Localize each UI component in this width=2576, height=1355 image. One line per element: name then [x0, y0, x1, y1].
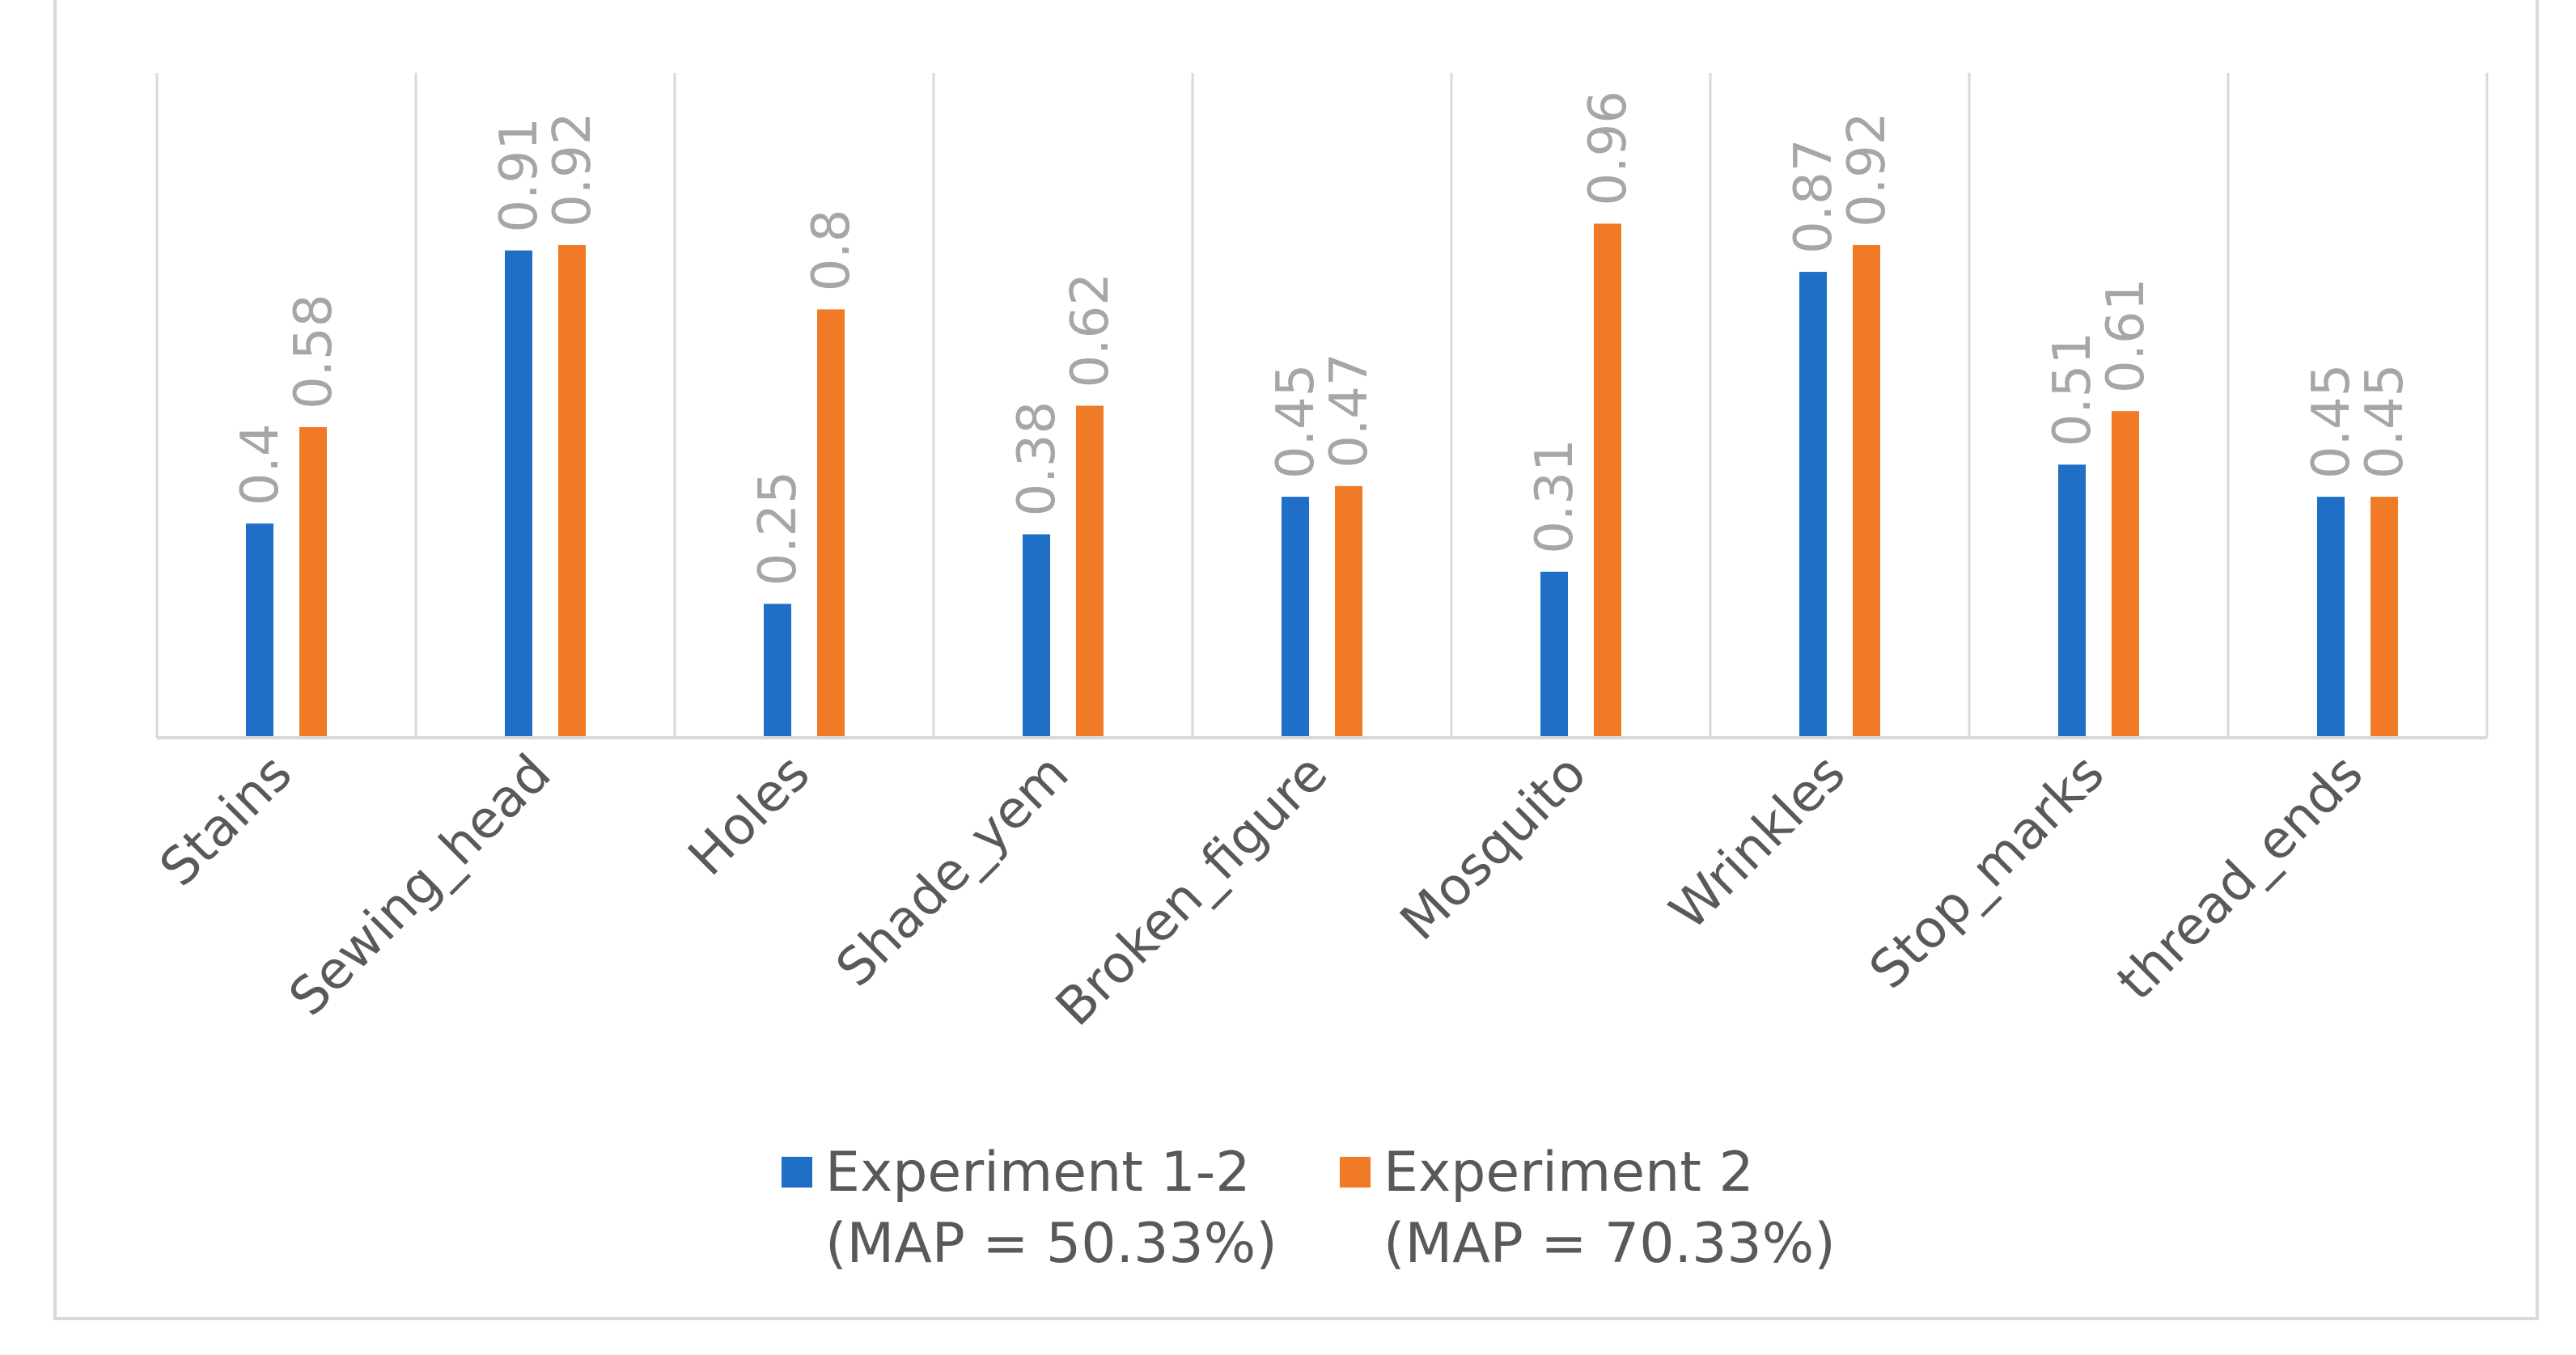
x-tick-label: Sewing_head	[278, 743, 562, 1027]
bar	[505, 250, 532, 739]
bar	[1540, 571, 1568, 738]
legend-swatch	[1340, 1157, 1371, 1188]
data-label: 0.45	[2355, 364, 2415, 480]
x-tick-label: Holes	[677, 743, 821, 887]
data-label: 0.45	[1266, 364, 1326, 480]
bar	[1282, 497, 1309, 738]
legend-swatch	[782, 1157, 812, 1188]
bar	[1076, 405, 1104, 738]
legend-label: Experiment 2	[1383, 1141, 1754, 1205]
bar	[2112, 411, 2139, 738]
x-tick-label: thread_ends	[2106, 743, 2375, 1012]
x-tick-label: Stop_marks	[1858, 743, 2116, 1001]
data-labels: 0.40.580.910.920.250.80.380.620.450.470.…	[231, 91, 2415, 586]
bar	[1335, 485, 1362, 738]
data-label: 0.87	[1784, 139, 1844, 255]
bar	[1853, 244, 1880, 739]
data-label: 0.58	[284, 294, 344, 410]
bar	[246, 523, 273, 738]
bar	[299, 427, 327, 738]
x-tick-label: Shade_yem	[825, 743, 1080, 998]
bar	[2371, 497, 2398, 738]
bar	[1799, 272, 1827, 738]
legend-sublabel: (MAP = 70.33%)	[1383, 1212, 1836, 1276]
bar	[2058, 464, 2086, 738]
data-label: 0.31	[1525, 438, 1585, 554]
x-tick-label: Stains	[149, 743, 303, 898]
data-label: 0.38	[1007, 401, 1067, 517]
legend-sublabel: (MAP = 50.33%)	[825, 1212, 1277, 1276]
legend: Experiment 1-2 (MAP = 50.33%) Experiment 2…	[782, 1141, 1836, 1276]
bar	[817, 309, 845, 738]
bar	[1594, 223, 1621, 739]
data-label: 0.91	[489, 117, 549, 233]
data-label: 0.45	[2302, 364, 2362, 480]
bar	[2317, 497, 2345, 738]
data-label: 0.47	[1320, 353, 1379, 468]
x-tick-label: Mosquito	[1389, 743, 1598, 952]
data-label: 0.8	[802, 210, 862, 292]
data-label: 0.61	[2096, 278, 2156, 394]
bar	[558, 244, 586, 739]
data-label: 0.4	[231, 423, 290, 506]
data-label: 0.92	[1837, 112, 1897, 227]
data-label: 0.25	[748, 471, 808, 586]
data-label: 0.96	[1578, 91, 1638, 206]
data-label: 0.92	[543, 112, 603, 227]
gridlines	[155, 73, 2489, 738]
bar	[764, 603, 791, 738]
legend-label: Experiment 1-2	[825, 1141, 1251, 1205]
bars	[246, 223, 2398, 739]
x-tick-label: Wrinkles	[1659, 743, 1857, 942]
data-label: 0.51	[2043, 332, 2103, 447]
x-tick-label: Broken_figure	[1045, 743, 1340, 1038]
bar	[1023, 534, 1050, 738]
data-label: 0.62	[1061, 273, 1121, 388]
